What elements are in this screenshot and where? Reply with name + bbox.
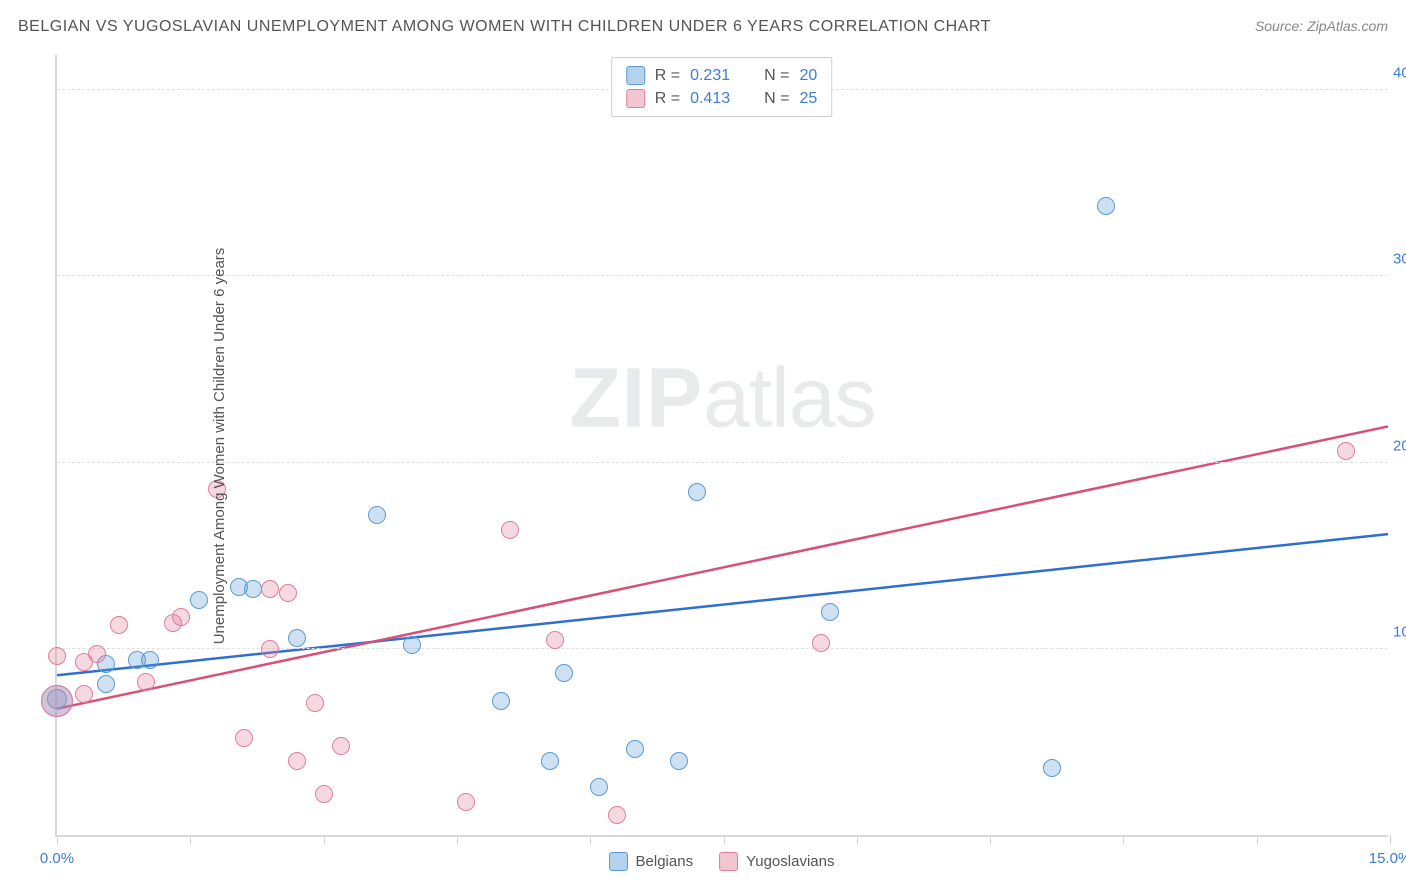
trend-lines bbox=[57, 55, 1388, 835]
x-tick bbox=[590, 835, 591, 845]
data-point bbox=[457, 793, 475, 811]
source-label: Source: ZipAtlas.com bbox=[1255, 18, 1388, 34]
stat-label-n: N = bbox=[764, 90, 789, 108]
stat-label-r: R = bbox=[655, 67, 680, 85]
data-point bbox=[306, 694, 324, 712]
stat-label-n: N = bbox=[764, 67, 789, 85]
data-point bbox=[315, 785, 333, 803]
x-tick bbox=[457, 835, 458, 845]
stats-row: R = 0.231 N = 20 bbox=[626, 64, 818, 87]
y-tick-label: 10.0% bbox=[1393, 623, 1406, 640]
data-point bbox=[288, 752, 306, 770]
data-point bbox=[608, 806, 626, 824]
data-point bbox=[368, 506, 386, 524]
chart-title: BELGIAN VS YUGOSLAVIAN UNEMPLOYMENT AMON… bbox=[18, 18, 991, 36]
data-point bbox=[261, 580, 279, 598]
data-point bbox=[110, 616, 128, 634]
y-axis-label: Unemployment Among Women with Children U… bbox=[211, 248, 228, 645]
stat-value-r: 0.413 bbox=[690, 90, 730, 108]
x-tick bbox=[190, 835, 191, 845]
x-tick bbox=[1123, 835, 1124, 845]
data-point bbox=[555, 664, 573, 682]
data-point bbox=[244, 580, 262, 598]
x-tick bbox=[324, 835, 325, 845]
legend-label: Yugoslavians bbox=[746, 853, 834, 870]
correlation-stats-box: R = 0.231 N = 20 R = 0.413 N = 25 bbox=[611, 57, 833, 117]
chart-header: BELGIAN VS YUGOSLAVIAN UNEMPLOYMENT AMON… bbox=[18, 18, 1388, 36]
x-tick bbox=[857, 835, 858, 845]
plot-area: ZIPatlas 10.0%20.0%30.0%40.0%0.0%15.0% bbox=[55, 55, 1388, 837]
legend-swatch bbox=[719, 852, 738, 871]
legend-swatch bbox=[626, 66, 645, 85]
watermark: ZIPatlas bbox=[569, 350, 875, 447]
legend-swatch bbox=[626, 89, 645, 108]
gridline bbox=[57, 648, 1388, 649]
y-tick-label: 30.0% bbox=[1393, 251, 1406, 268]
series-legend: Belgians Yugoslavians bbox=[609, 852, 835, 871]
stat-value-n: 20 bbox=[799, 67, 817, 85]
data-point bbox=[1097, 197, 1115, 215]
data-point bbox=[626, 740, 644, 758]
x-tick bbox=[1257, 835, 1258, 845]
trend-line bbox=[57, 534, 1388, 675]
data-point bbox=[332, 737, 350, 755]
scatter-chart: ZIPatlas 10.0%20.0%30.0%40.0%0.0%15.0% U… bbox=[55, 55, 1388, 837]
data-point bbox=[190, 591, 208, 609]
data-point bbox=[137, 673, 155, 691]
data-point bbox=[590, 778, 608, 796]
data-point bbox=[97, 675, 115, 693]
x-tick bbox=[57, 835, 58, 845]
data-point bbox=[501, 521, 519, 539]
legend-item: Belgians bbox=[609, 852, 694, 871]
data-point bbox=[279, 584, 297, 602]
gridline bbox=[57, 275, 1388, 276]
data-point bbox=[261, 640, 279, 658]
x-tick-label: 0.0% bbox=[40, 850, 74, 867]
x-tick bbox=[724, 835, 725, 845]
data-point bbox=[141, 651, 159, 669]
data-point bbox=[88, 645, 106, 663]
data-point bbox=[688, 483, 706, 501]
data-point bbox=[492, 692, 510, 710]
data-point bbox=[41, 685, 73, 717]
x-tick-label: 15.0% bbox=[1369, 850, 1406, 867]
data-point bbox=[48, 647, 66, 665]
x-tick bbox=[990, 835, 991, 845]
stats-row: R = 0.413 N = 25 bbox=[626, 87, 818, 110]
data-point bbox=[403, 636, 421, 654]
gridline bbox=[57, 462, 1388, 463]
legend-label: Belgians bbox=[636, 853, 694, 870]
y-tick-label: 40.0% bbox=[1393, 65, 1406, 82]
data-point bbox=[75, 685, 93, 703]
data-point bbox=[541, 752, 559, 770]
data-point bbox=[821, 603, 839, 621]
data-point bbox=[1043, 759, 1061, 777]
data-point bbox=[670, 752, 688, 770]
stat-value-n: 25 bbox=[799, 90, 817, 108]
data-point bbox=[812, 634, 830, 652]
data-point bbox=[546, 631, 564, 649]
data-point bbox=[235, 729, 253, 747]
y-tick-label: 20.0% bbox=[1393, 437, 1406, 454]
stat-label-r: R = bbox=[655, 90, 680, 108]
stat-value-r: 0.231 bbox=[690, 67, 730, 85]
x-tick bbox=[1390, 835, 1391, 845]
data-point bbox=[288, 629, 306, 647]
data-point bbox=[1337, 442, 1355, 460]
trend-line bbox=[57, 426, 1388, 708]
legend-swatch bbox=[609, 852, 628, 871]
legend-item: Yugoslavians bbox=[719, 852, 834, 871]
data-point bbox=[172, 608, 190, 626]
